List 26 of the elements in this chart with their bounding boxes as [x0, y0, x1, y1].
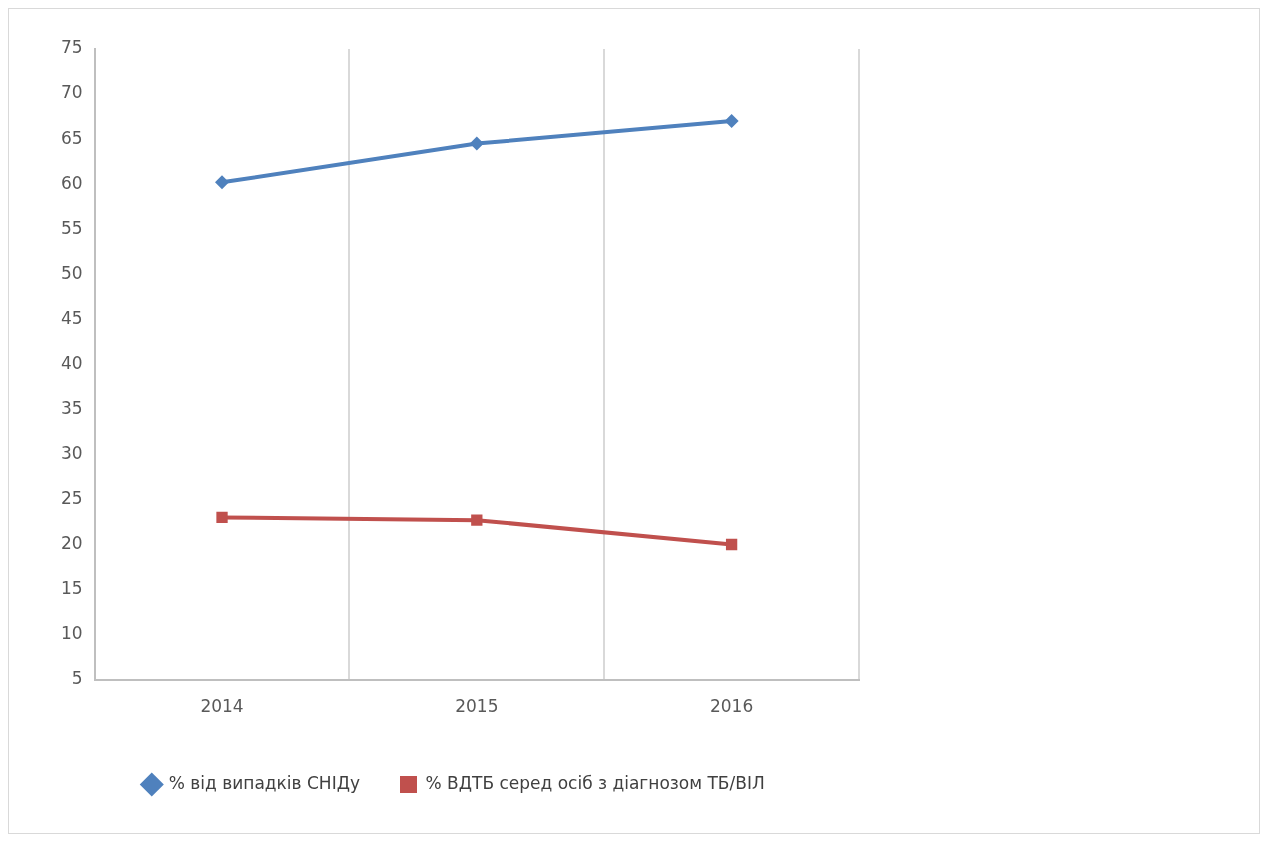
point	[725, 538, 738, 551]
legend-label: % ВДТБ серед осіб з діагнозом ТБ/ВІЛ	[425, 772, 765, 793]
y-tick-label: 25	[60, 487, 83, 508]
y-tick-label: 15	[60, 577, 83, 598]
point	[724, 114, 739, 129]
y-tick-label: 5	[71, 668, 83, 689]
y-tick-label: 40	[60, 352, 83, 373]
legend-label: % від випадків СНІДу	[168, 772, 361, 793]
x-tick-label: 2015	[455, 696, 499, 717]
y-tick-label: 10	[60, 622, 83, 643]
y-tick-label: 35	[60, 397, 83, 418]
x-tick-label: 2016	[709, 696, 754, 717]
y-tick-label: 70	[60, 82, 83, 103]
y-tick-label: 30	[60, 442, 83, 463]
point	[471, 514, 483, 526]
point	[215, 175, 230, 190]
y-tick-label: 50	[60, 262, 83, 283]
point	[216, 511, 228, 524]
y-tick-label: 75	[60, 37, 83, 58]
x-tick-label: 2014	[200, 696, 244, 717]
y-tick-label: 65	[60, 127, 83, 148]
y-tick-label: 55	[60, 217, 83, 238]
y-tick-label: 20	[60, 532, 83, 553]
point	[469, 136, 484, 151]
y-tick-label: 60	[60, 172, 83, 193]
y-tick-label: 45	[60, 307, 83, 328]
